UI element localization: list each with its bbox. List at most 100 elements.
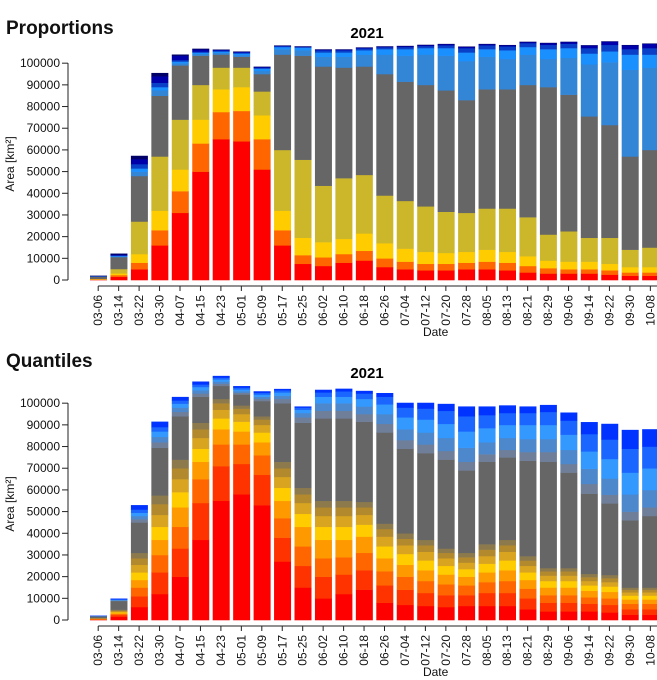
bar-segment-05-01-s11 [233, 389, 251, 392]
bar-segment-07-20-s10 [437, 437, 455, 452]
bar-segment-06-10-s12 [335, 391, 353, 397]
bar-segment-09-14-s13 [580, 422, 598, 435]
bar-segment-09-22-s9 [601, 41, 619, 42]
bar-segment-05-25-s13 [294, 406, 312, 408]
bar-segment-10-08-s10 [642, 489, 657, 508]
bar-segment-05-01-s8 [233, 394, 251, 406]
bar-segment-05-01-s2 [233, 87, 251, 112]
bar-segment-07-20-s7 [437, 45, 455, 49]
bar-segment-05-09-s1 [253, 139, 271, 170]
bar-segment-03-22-s10 [130, 515, 148, 520]
bar-segment-09-30-s6 [621, 54, 639, 70]
bar-segment-09-30-s12 [621, 448, 639, 473]
bar-segment-09-06-s12 [560, 420, 578, 435]
bar-segment-08-29-s7 [539, 44, 557, 50]
bar-segment-06-02-s6 [314, 52, 332, 57]
bar-segment-06-10-s9 [335, 410, 353, 419]
bar-segment-06-10-s7 [335, 50, 353, 53]
bar-segment-05-25-s9 [294, 417, 312, 423]
proportions-chart: 2021 0 10000 20000 30000 40000 50000 60000 70000… [3, 25, 657, 339]
bar-segment-07-28-s13 [458, 406, 476, 417]
bar-segment-06-02-s9 [314, 49, 332, 50]
bar-segment-09-30-s4 [621, 156, 639, 250]
bar-segment-06-10-s0 [335, 593, 353, 621]
bar-segment-06-26-s3 [376, 195, 394, 244]
bar-segment-07-04-s5 [396, 55, 414, 82]
bar-segment-07-12-s7 [417, 45, 435, 49]
bar-segment-07-12-s5 [417, 551, 435, 561]
bar-segment-04-07-s10 [171, 407, 189, 413]
bar-segment-07-28-s2 [458, 585, 476, 596]
bar-segment-05-09-s13 [253, 391, 271, 394]
bar-segment-03-30-s13 [151, 421, 169, 428]
bar-segment-09-22-s6 [601, 51, 619, 63]
bar-segment-05-09-s10 [253, 396, 271, 400]
bar-segment-05-01-s1 [233, 110, 251, 142]
quantiles-chart: 2021 0 10000 20000 30000 40000 50000 60000 70000… [3, 365, 657, 679]
bar-segment-03-14-s1 [110, 275, 128, 278]
bar-segment-09-14-s4 [580, 585, 598, 592]
bar-segment-04-15-s2 [192, 479, 210, 504]
bar-segment-08-21-s11 [519, 424, 537, 440]
bar-segment-03-22-s3 [130, 221, 148, 255]
bar-segment-10-08-s9 [642, 43, 657, 44]
bar-segment-05-09-s4 [253, 432, 271, 443]
x-tick-label: 04-15 [193, 295, 207, 326]
bar-segment-05-17-s3 [274, 500, 292, 519]
bar-segment-05-25-s1 [294, 255, 312, 265]
bar-segment-06-02-s8 [314, 418, 332, 502]
bar-segment-07-04-s13 [396, 402, 414, 408]
bar-segment-05-25-s2 [294, 546, 312, 567]
bar-segment-03-14-s6 [110, 610, 128, 612]
bar-segment-06-10-s0 [335, 262, 353, 281]
bar-segment-09-22-s11 [601, 458, 619, 479]
bar-segment-08-21-s8 [519, 460, 537, 557]
bar-segment-06-18-s7 [355, 501, 373, 508]
bar-segment-10-08-s2 [642, 266, 657, 273]
bar-segment-06-10-s1 [335, 253, 353, 263]
bar-segment-06-02-s0 [314, 598, 332, 621]
bar-segment-06-26-s2 [376, 243, 394, 259]
y-tick-label: 70000 [27, 461, 61, 475]
x-tick-label: 03-22 [132, 295, 146, 326]
bar-segment-04-15-s7 [192, 51, 210, 53]
bar-segment-04-07-s1 [171, 548, 189, 577]
bar-segment-05-01-s8 [233, 51, 251, 53]
bar-segment-09-22-s4 [601, 124, 619, 239]
bar-segment-07-04-s6 [396, 538, 414, 546]
bar-segment-09-22-s7 [601, 574, 619, 579]
bar-segment-08-29-s13 [539, 404, 557, 413]
x-tick-label: 04-23 [214, 635, 228, 666]
bar-segment-07-20-s13 [437, 403, 455, 412]
bar-segment-10-08-s8 [642, 43, 657, 49]
y-tick-label: 100000 [20, 56, 60, 70]
x-tick-label: 05-09 [255, 295, 269, 326]
x-tick-label: 10-08 [643, 295, 657, 326]
bar-segment-09-06-s7 [560, 567, 578, 572]
panel-heading-proportions: Proportions [6, 18, 114, 39]
bar-segment-09-30-s5 [621, 592, 639, 596]
bar-segment-09-30-s1 [621, 609, 639, 615]
x-tick-label: 09-14 [582, 295, 596, 326]
bar-segment-09-30-s9 [621, 44, 639, 46]
bar-segment-09-30-s10 [621, 494, 639, 512]
bar-segment-07-20-s5 [437, 558, 455, 567]
bar-segment-10-08-s13 [642, 429, 657, 447]
bar-segment-04-23-s2 [212, 444, 230, 467]
x-tick-label: 09-22 [602, 295, 616, 326]
bar-segment-08-05-s0 [478, 605, 496, 621]
bar-segment-08-29-s11 [539, 424, 557, 440]
bar-segment-08-21-s13 [519, 406, 537, 414]
x-tick-label: 09-14 [582, 635, 596, 666]
bar-segment-07-04-s0 [396, 269, 414, 281]
bar-segment-05-09-s11 [253, 394, 271, 397]
bar-segment-04-07-s5 [171, 479, 189, 493]
bar-segment-06-10-s5 [335, 515, 353, 528]
bar-segment-08-21-s3 [519, 579, 537, 589]
bar-segment-07-28-s10 [458, 447, 476, 463]
bar-segment-08-05-s8 [478, 44, 496, 46]
bar-segment-09-06-s10 [560, 449, 578, 465]
bar-segment-03-22-s8 [130, 159, 148, 165]
bar-segment-06-02-s7 [314, 50, 332, 53]
bar-segment-03-30-s9 [151, 72, 169, 77]
